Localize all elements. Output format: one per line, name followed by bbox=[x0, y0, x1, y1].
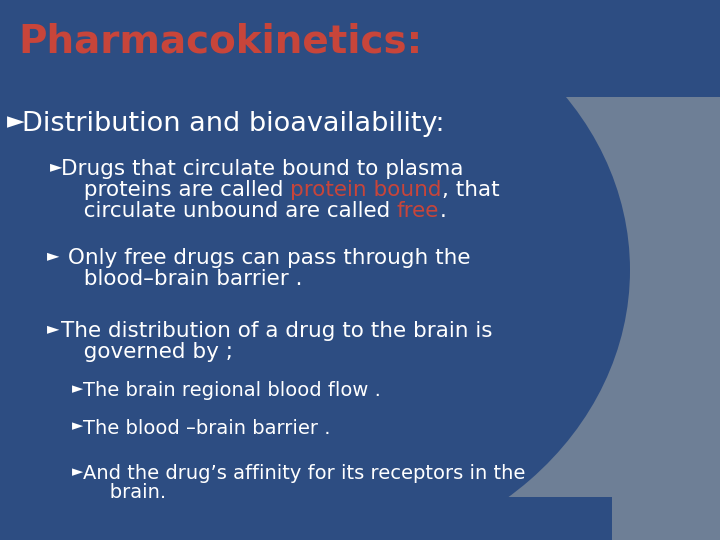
Text: ►: ► bbox=[72, 418, 84, 434]
Bar bbox=[0, 0, 108, 540]
Text: protein bound: protein bound bbox=[290, 180, 441, 200]
Bar bbox=[0, 497, 612, 540]
Text: free: free bbox=[397, 201, 439, 221]
Text: The brain regional blood flow .: The brain regional blood flow . bbox=[83, 381, 381, 400]
Text: Drugs that circulate bound to plasma: Drugs that circulate bound to plasma bbox=[61, 159, 464, 179]
Text: The blood –brain barrier .: The blood –brain barrier . bbox=[83, 418, 330, 437]
Text: Only free drugs can pass through the: Only free drugs can pass through the bbox=[61, 248, 471, 268]
Text: circulate unbound are called: circulate unbound are called bbox=[70, 201, 397, 221]
Text: ►: ► bbox=[47, 321, 59, 336]
Text: Distribution and bioavailability:: Distribution and bioavailability: bbox=[22, 111, 444, 137]
Text: ►: ► bbox=[7, 111, 25, 134]
Ellipse shape bbox=[0, 0, 630, 540]
Text: ►: ► bbox=[50, 159, 63, 174]
Polygon shape bbox=[490, 0, 720, 540]
Text: The distribution of a drug to the brain is: The distribution of a drug to the brain … bbox=[61, 321, 492, 341]
Text: ►: ► bbox=[72, 381, 84, 396]
Text: .: . bbox=[439, 201, 446, 221]
Polygon shape bbox=[562, 0, 720, 151]
Text: blood–brain barrier .: blood–brain barrier . bbox=[70, 269, 302, 289]
Bar bbox=[0, 0, 720, 97]
Text: And the drug’s affinity for its receptors in the: And the drug’s affinity for its receptor… bbox=[83, 464, 525, 483]
Text: governed by ;: governed by ; bbox=[70, 342, 233, 362]
Text: proteins are called: proteins are called bbox=[70, 180, 290, 200]
Text: ►: ► bbox=[47, 248, 59, 264]
Text: ►: ► bbox=[72, 464, 84, 480]
Text: brain.: brain. bbox=[91, 483, 166, 502]
Text: Pharmacokinetics:: Pharmacokinetics: bbox=[18, 23, 422, 60]
Text: , that: , that bbox=[441, 180, 500, 200]
